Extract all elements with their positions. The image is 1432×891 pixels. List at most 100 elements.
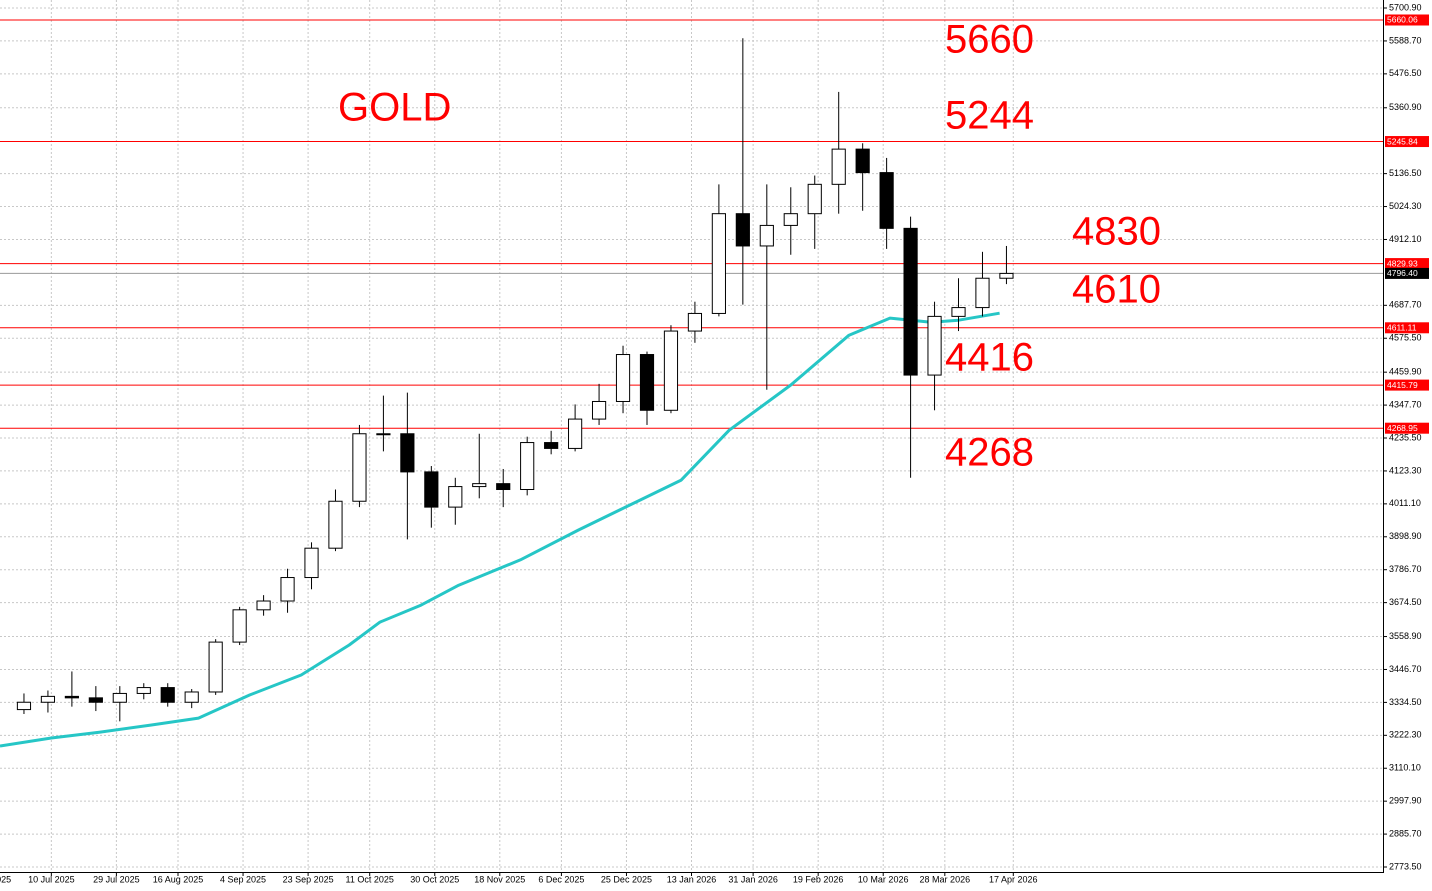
annotations: GOLD 5660 5244 4830 4610 4416 4268 [338,18,1161,475]
x-tick-label: 23 Sep 2025 [283,874,334,884]
x-tick-label: 16 Aug 2025 [153,874,204,884]
candle-body [16,701,32,711]
x-tick-label: 10 Mar 2026 [858,874,909,884]
moving-average-layer [0,311,1000,748]
candle-body [256,600,271,611]
candle-body [544,442,559,449]
level-label: 4268.95 [1387,423,1418,433]
candle-body [88,697,103,703]
x-tick-label: 28 Mar 2026 [920,874,971,884]
level-label: 4611.11 [1387,323,1417,333]
level-label-box [1385,322,1429,334]
level-label-box [1385,136,1429,148]
y-tick-label: 3446.70 [1389,664,1422,674]
level-label: 5660.06 [1387,15,1418,25]
candle-body [472,483,487,488]
candle-body [40,695,56,703]
y-tick-label: 5476.50 [1389,68,1422,78]
candle-body [112,692,127,703]
y-tick-label: 3334.50 [1389,697,1422,707]
candle-body [687,312,703,332]
y-tick-label: 3674.50 [1389,597,1422,607]
candle-body [304,547,319,579]
candle-body [711,213,726,314]
level-label: 4415.79 [1387,380,1418,390]
x-tick-label: 18 Nov 2025 [474,874,525,884]
candle-body [927,315,942,376]
y-tick-label: 4912.10 [1389,234,1422,244]
current-price-label: 4796.40 [1387,268,1418,278]
level-label-box [1385,422,1429,434]
candle-body [568,418,583,449]
level-label: 5245.84 [1387,136,1418,146]
candle-body [591,400,607,420]
level-label-box [1385,14,1429,26]
candle-body [807,183,822,215]
x-tick-label: 21 Jun 2025 [0,874,11,884]
x-tick-label: 11 Oct 2025 [346,874,394,884]
candle-body [663,330,679,411]
y-tick-label: 5360.90 [1389,102,1422,112]
y-tick-label: 3222.30 [1389,730,1422,740]
candle-body [951,307,966,317]
candle-body [615,354,631,402]
candle-body [232,609,247,643]
y-tick-label: 3898.90 [1389,531,1422,541]
y-tick-label: 3786.70 [1389,564,1422,574]
candle-body [639,354,655,411]
moving-average [0,311,1000,748]
annotation: 4830 [1072,210,1161,254]
y-tick-label: 4235.50 [1389,432,1422,442]
annotation: 4268 [945,431,1034,475]
y-tick-label: 4347.70 [1389,399,1422,409]
y-tick-label: 2773.50 [1389,861,1422,871]
candle-body [520,442,535,491]
y-tick-label: 4459.90 [1389,367,1422,377]
level-label-box [1385,379,1429,391]
y-tick-label: 5136.50 [1389,168,1422,178]
candle-body [160,687,175,703]
candle-body [903,227,918,376]
candle-body [496,483,511,491]
x-tick-label: 13 Jan 2026 [667,874,717,884]
x-tick-label: 4 Sep 2025 [220,874,266,884]
candle-body [448,486,463,508]
candle-body [328,500,343,549]
annotation: 5244 [945,94,1034,138]
candle-body [352,433,367,502]
x-tick-label: 17 Apr 2026 [989,874,1038,884]
candle-body [208,641,223,693]
current-price-box [1385,267,1429,279]
candles [16,38,1014,722]
candle-body [376,433,391,436]
candle-body [879,172,894,229]
level-label: 4829.93 [1387,258,1418,268]
annotation: GOLD [338,86,451,130]
grid [0,0,1383,872]
candle-body [280,577,295,602]
x-tick-label: 19 Feb 2026 [793,874,844,884]
candle-body [783,213,798,226]
annotation: 4416 [945,336,1034,380]
candle-body [735,213,750,247]
candle-body [424,471,439,508]
annotation: 4610 [1072,268,1161,312]
x-tick-label: 6 Dec 2025 [538,874,584,884]
candle-body [759,224,774,247]
x-tick-label: 25 Dec 2025 [601,874,652,884]
x-tick-label: 31 Jan 2026 [728,874,778,884]
candle-body [64,695,79,699]
candle-body [999,272,1014,279]
x-tick-label: 30 Oct 2025 [410,874,459,884]
y-tick-label: 4011.10 [1389,498,1421,508]
candle-body [136,687,151,694]
y-tick-label: 4575.50 [1389,333,1422,343]
candle-body [975,277,990,309]
y-tick-label: 5700.90 [1389,2,1422,12]
candle-body [184,691,199,703]
x-tick-label: 10 Jul 2025 [28,874,75,884]
y-tick-label: 2885.70 [1389,828,1422,838]
